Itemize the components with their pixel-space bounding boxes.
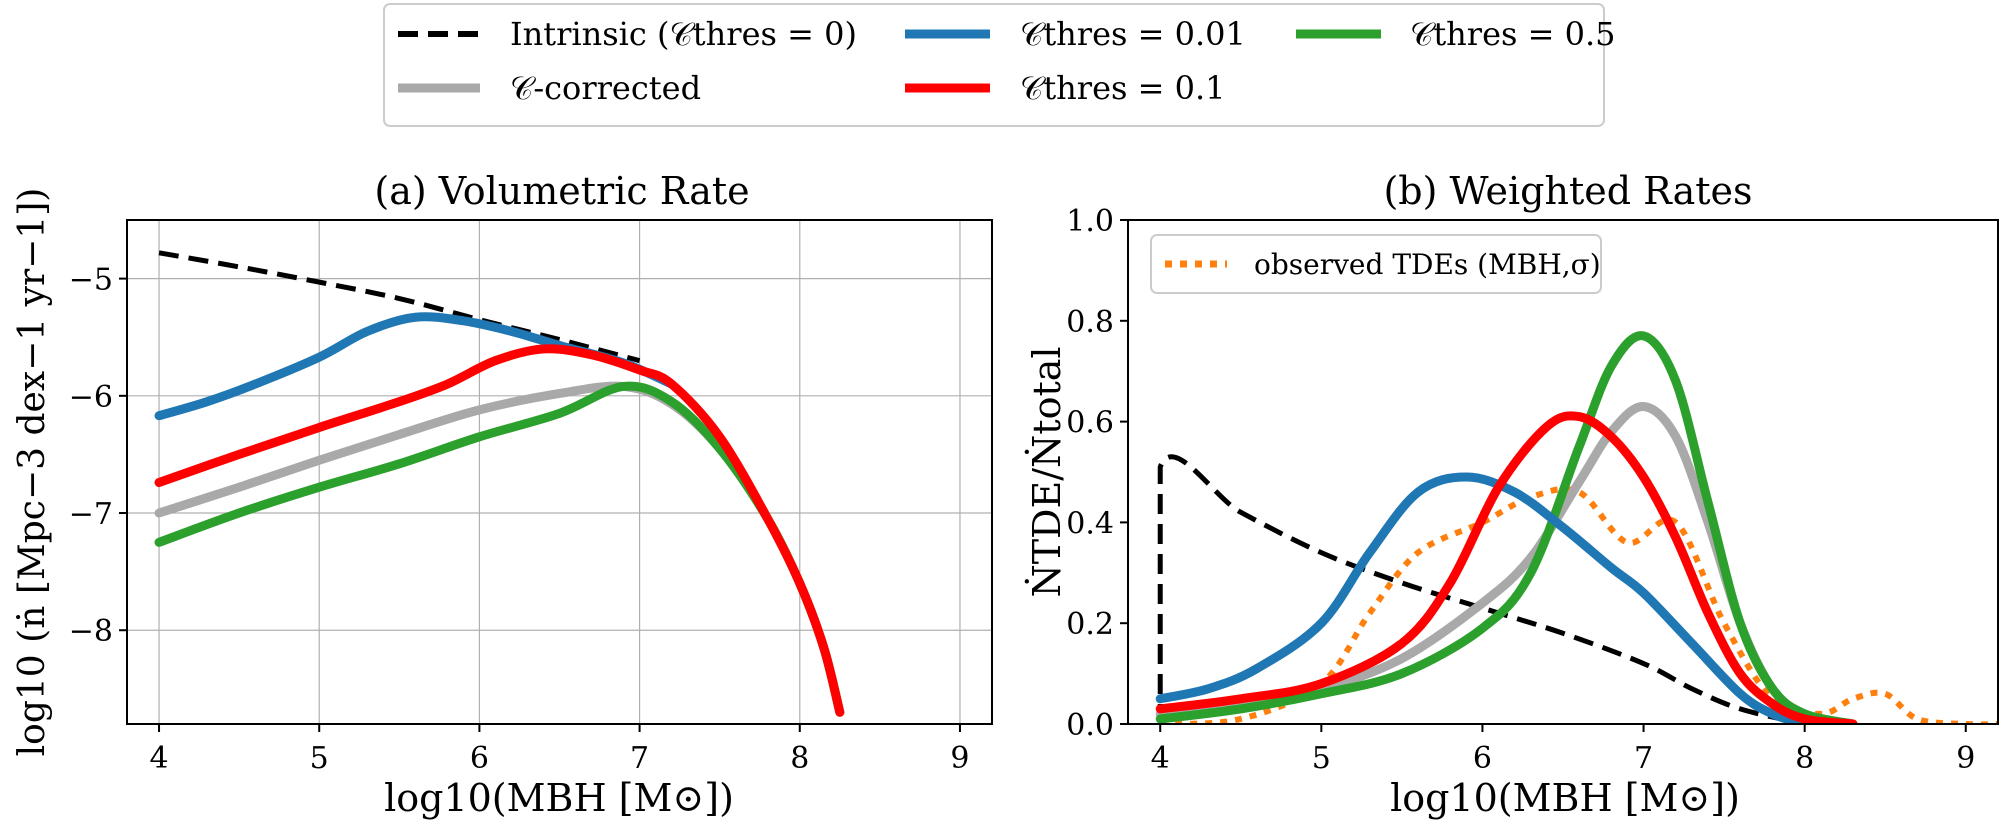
panel-b-legend-label: observed TDEs (MBH,σ): [1254, 248, 1601, 281]
panel-a-grid: [127, 220, 992, 724]
panel-b-ticks: 4 5 6 7 8 9 0.0 0.2 0.4 0.6 0.8 1.0: [1066, 204, 1975, 776]
panel-b-axes-frame: [1127, 219, 1999, 725]
series-line-c01: [154, 344, 845, 717]
y-tick-label: 1.0: [1066, 204, 1114, 239]
top-legend: Intrinsic (𝒞thres = 0) 𝒞-corrected 𝒞thre…: [383, 3, 1616, 127]
series-group: [154, 250, 845, 717]
panel-b-series: [1155, 331, 1998, 724]
series-group: [1155, 331, 1998, 724]
x-tick-label: 9: [1956, 741, 1975, 776]
panel-volumetric-rate: (a) Volumetric Rate 4 5 6 7 8 9 −5 −6 −7 −8 log10…: [12, 169, 993, 820]
panel-b-ylabel: ṄTDE/Ṅtotal: [1025, 346, 1069, 597]
legend-entry-c001: 𝒞thres = 0.01: [905, 15, 1246, 53]
x-tick-label: 6: [470, 741, 489, 776]
panel-a-xlabel: log10(MBH [M⊙]): [384, 776, 734, 820]
y-tick-label: −7: [69, 497, 113, 532]
legend-label-c05: 𝒞thres = 0.5: [1410, 15, 1616, 53]
x-tick-label: 7: [630, 741, 649, 776]
series-line-c05: [154, 381, 845, 717]
series-line-intrinsic: [1157, 454, 1806, 724]
x-tick-label: 8: [1795, 741, 1814, 776]
y-tick-label: 0.2: [1066, 607, 1114, 642]
y-tick-label: 0.0: [1066, 708, 1114, 743]
x-tick-label: 4: [149, 741, 168, 776]
x-tick-label: 5: [1312, 741, 1331, 776]
panel-b-legend-frame: [1150, 234, 1602, 294]
panel-a-ticks: 4 5 6 7 8 9 −5 −6 −7 −8: [69, 263, 970, 776]
y-tick-label: −5: [69, 263, 113, 298]
legend-label-corrected: 𝒞-corrected: [510, 69, 701, 107]
series-line-c001: [1155, 472, 1810, 724]
panel-b-legend: observed TDEs (MBH,σ): [1150, 234, 1602, 294]
x-tick-label: 6: [1473, 741, 1492, 776]
legend-entry-c05: 𝒞thres = 0.5: [1296, 15, 1616, 53]
panel-a-axes-frame: [126, 219, 993, 725]
legend-label-intrinsic: Intrinsic (𝒞thres = 0): [510, 15, 857, 53]
panel-b-xlabel: log10(MBH [M⊙]): [1390, 776, 1740, 820]
y-tick-label: 0.4: [1066, 506, 1114, 541]
series-line-c01: [1155, 411, 1858, 724]
panel-weighted-rates: (b) Weighted Rates 4 5 6 7 8 9 0.0 0.2 0.4 0.6 0.8…: [1025, 169, 1999, 820]
legend-label-c01: 𝒞thres = 0.1: [1020, 69, 1226, 107]
series-line-c05: [1155, 331, 1858, 724]
y-tick-label: −8: [69, 614, 113, 649]
x-tick-label: 9: [950, 741, 969, 776]
y-tick-label: −6: [69, 380, 113, 415]
x-tick-label: 4: [1151, 741, 1170, 776]
panel-a-ylabel: log10 (ṅ [Mpc−3 dex−1 yr−1]): [12, 188, 53, 757]
panel-b-title: (b) Weighted Rates: [1383, 169, 1752, 213]
series-line-intrinsic: [158, 250, 641, 364]
legend-entry-corrected: 𝒞-corrected: [398, 69, 701, 107]
panel-a-series: [154, 250, 845, 717]
x-tick-label: 8: [790, 741, 809, 776]
legend-entry-intrinsic: Intrinsic (𝒞thres = 0): [398, 15, 857, 53]
x-tick-label: 7: [1634, 741, 1653, 776]
legend-label-c001: 𝒞thres = 0.01: [1020, 15, 1246, 53]
series-line-corrected: [1155, 401, 1858, 724]
y-tick-label: 0.8: [1066, 305, 1114, 340]
panel-a-title: (a) Volumetric Rate: [374, 169, 749, 213]
legend-entry-c01: 𝒞thres = 0.1: [905, 69, 1226, 107]
y-tick-label: 0.6: [1066, 406, 1114, 441]
x-tick-label: 5: [310, 741, 329, 776]
